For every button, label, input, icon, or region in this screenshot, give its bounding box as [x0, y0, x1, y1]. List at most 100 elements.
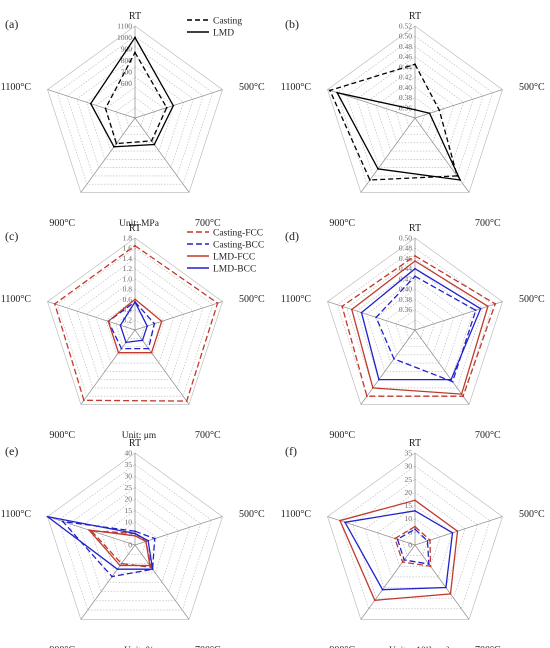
axis-label-1100-c: 1100°C: [1, 509, 32, 520]
grid-ring: [76, 56, 194, 168]
data-point: [53, 303, 56, 305]
legend-entry-casting-bcc: Casting-BCC: [213, 241, 264, 251]
legend: Casting-FCC Casting-BCC LMD-FCC LMD-BCC: [187, 229, 264, 275]
data-point: [341, 305, 343, 308]
grid-ring: [364, 492, 466, 588]
grid-ring: [377, 505, 453, 578]
data-point: [350, 308, 353, 311]
grid-ring: [47, 237, 223, 405]
axis-label-700-c: 700°C: [475, 645, 501, 648]
data-point: [494, 303, 497, 305]
data-point: [377, 168, 379, 170]
series-lmd-bcc: [119, 300, 148, 344]
series-lmd: [89, 36, 175, 148]
data-point: [146, 325, 149, 327]
grid-ring: [404, 107, 426, 127]
tick-label: 30: [125, 472, 133, 481]
tick-label: 1.4: [123, 254, 133, 263]
grid-ring: [115, 97, 155, 135]
tick-label: 0.42: [399, 73, 412, 82]
data-point: [147, 347, 150, 350]
data-point: [153, 537, 156, 540]
tick-label: 900: [121, 45, 133, 54]
legend-entry-lmd-fcc: LMD-FCC: [213, 253, 255, 263]
series-casting-fcc: [341, 255, 496, 397]
data-point: [378, 378, 380, 381]
data-point: [414, 499, 416, 502]
tick-label: 0.38: [399, 295, 412, 304]
grid-ring: [47, 452, 223, 620]
series-casting-fcc: [89, 530, 153, 569]
axis-spoke: [80, 544, 136, 620]
grid-ring: [105, 86, 165, 144]
data-point: [116, 568, 119, 571]
data-point: [369, 179, 371, 181]
data-point: [438, 109, 441, 111]
tick-label: 0.4: [123, 305, 133, 314]
axis-label-1100-c: 1100°C: [281, 82, 312, 93]
tick-label: 20: [405, 488, 413, 497]
data-point: [151, 568, 154, 571]
data-point: [165, 106, 168, 109]
axis-label-900-c: 900°C: [329, 645, 355, 648]
data-point: [185, 400, 188, 402]
tick-label: 700: [121, 68, 133, 77]
tick-label: 25: [125, 483, 133, 492]
radar-panel: 0510152025303540RT500°C700°C900°C1100°C(…: [1, 438, 265, 648]
data-point: [429, 565, 432, 568]
data-point: [429, 539, 431, 541]
axis-spoke: [80, 329, 136, 405]
axis-label-900-c: 900°C: [329, 218, 355, 229]
data-point: [336, 91, 339, 94]
axis-label-900-c: 900°C: [329, 430, 355, 441]
axis-label-1100-c: 1100°C: [1, 294, 32, 305]
axis-spoke: [414, 544, 470, 620]
tick-label: 0.40: [399, 83, 412, 92]
tick-label: 20: [125, 495, 133, 504]
grid-ring: [336, 35, 494, 185]
axis-label-rt: RT: [409, 11, 421, 22]
data-point: [134, 298, 136, 301]
axis-spoke: [414, 89, 503, 119]
data-point: [119, 564, 121, 567]
tick-label: 0.50: [399, 234, 412, 243]
data-point: [89, 102, 92, 105]
legend-entry-casting: Casting: [213, 17, 242, 27]
data-point: [360, 311, 363, 314]
axis-label-700-c: 700°C: [475, 218, 501, 229]
data-point: [145, 540, 147, 543]
data-point: [134, 244, 136, 247]
data-point: [414, 260, 416, 262]
grid-ring: [327, 25, 503, 193]
axis-label-rt: RT: [129, 438, 141, 449]
tick-label: 0.40: [399, 285, 412, 294]
data-point: [134, 36, 136, 39]
tick-label: 0.52: [399, 22, 412, 31]
grid-ring: [366, 278, 464, 372]
tick-label: 800: [121, 56, 133, 65]
grid-ring: [101, 510, 169, 574]
grid-ring: [404, 319, 426, 339]
grid-ring: [124, 319, 146, 339]
grid-ring: [124, 107, 146, 127]
axis-spoke: [134, 544, 190, 620]
data-point: [216, 302, 219, 304]
axis-label-rt: RT: [129, 223, 141, 234]
grid-ring: [366, 66, 464, 160]
grid-ring: [385, 298, 445, 356]
data-point: [134, 530, 136, 533]
grid-ring: [346, 258, 484, 389]
data-point: [134, 51, 136, 54]
axis-label-900-c: 900°C: [49, 645, 75, 648]
series-lmd-bcc: [47, 515, 154, 570]
grid-ring: [47, 25, 223, 193]
axis-label-700-c: 700°C: [195, 430, 221, 441]
axis-label-500-c: 500°C: [519, 82, 545, 93]
data-point: [120, 347, 123, 350]
unit-label: Unit: %: [124, 646, 154, 648]
tick-label: 0.48: [399, 244, 412, 253]
data-point: [149, 564, 151, 567]
data-point: [375, 316, 377, 319]
grid-ring: [76, 268, 194, 380]
